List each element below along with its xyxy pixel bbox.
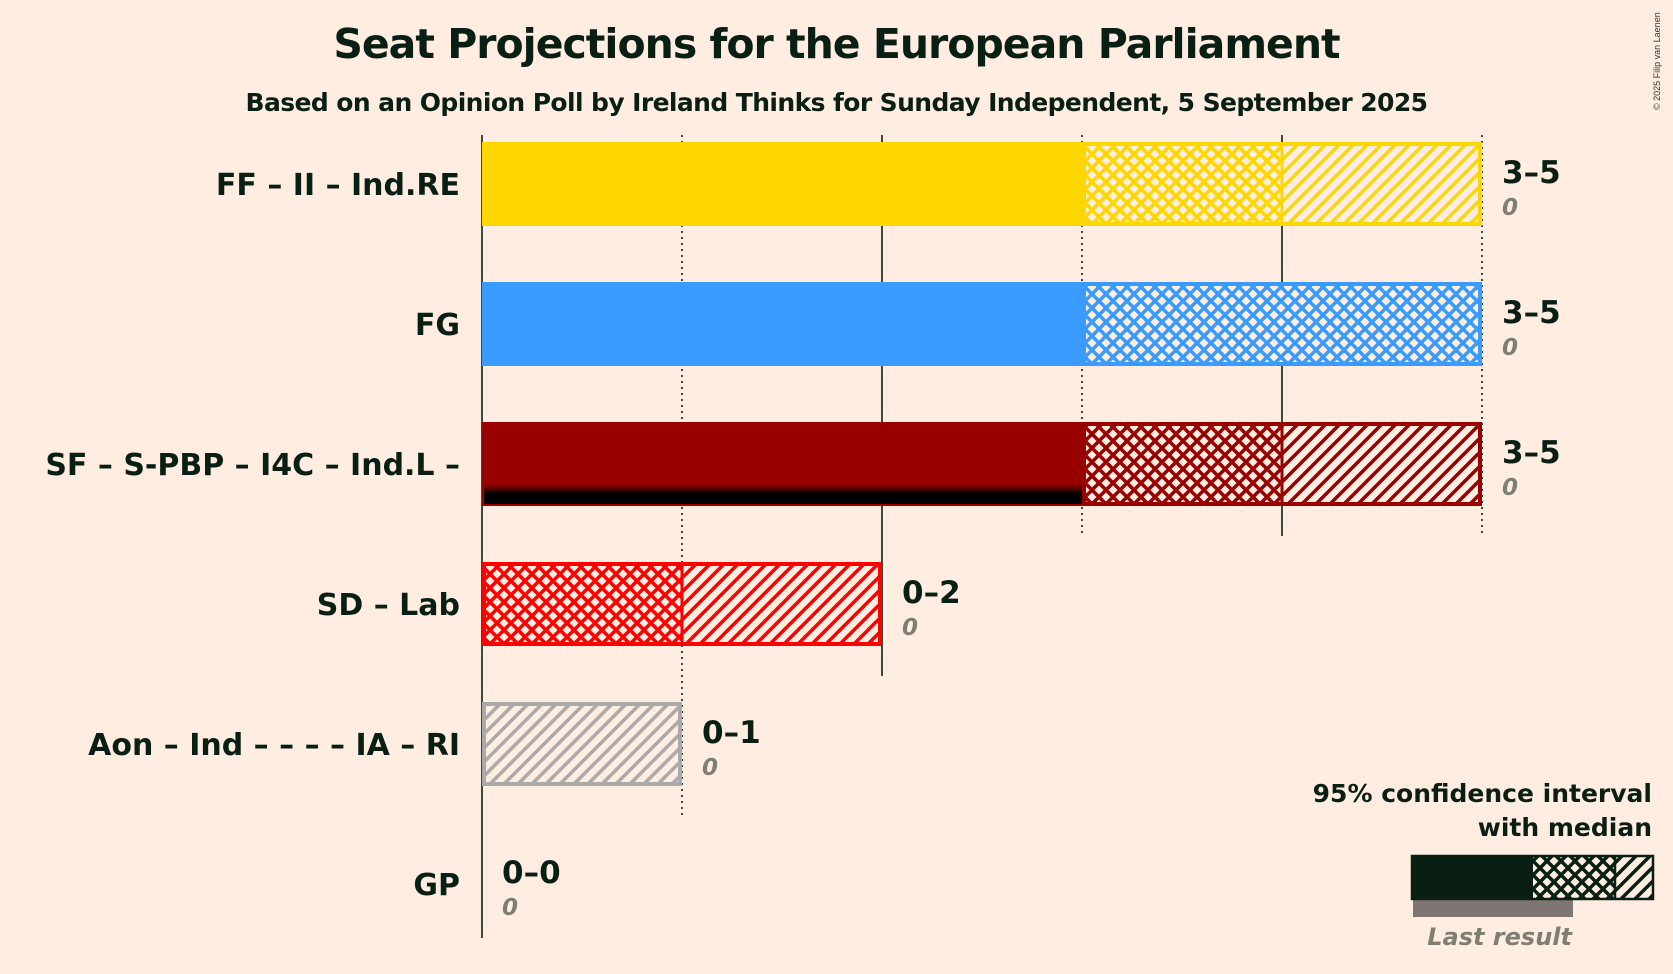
party-label-2: SF – S-PBP – I4C – Ind.L – — [45, 448, 460, 483]
bar-group-4 — [482, 702, 682, 786]
legend-title-line2: with median — [1478, 813, 1652, 842]
range-label-2: 3–5 — [1502, 435, 1561, 471]
chart-title: Seat Projections for the European Parlia… — [333, 20, 1340, 68]
bar-group-2 — [482, 422, 1482, 506]
legend-title-line1: 95% confidence interval — [1313, 779, 1652, 808]
last-result-bar — [484, 494, 1082, 504]
range-label-1: 3–5 — [1502, 295, 1561, 331]
range-label-3: 0–2 — [902, 575, 961, 611]
bar-ci-crosshatch — [482, 562, 682, 646]
bar-group-0 — [482, 142, 1482, 226]
bar-group-1 — [482, 282, 1482, 366]
bar-ci-crosshatch — [1082, 282, 1482, 366]
party-label-3: SD – Lab — [317, 588, 460, 623]
bars — [482, 142, 1482, 786]
labels: FF – II – Ind.RE 3–5 0 FG 3–5 0 SF – S-PBP – I… — [45, 155, 1560, 921]
last-result-label-3: 0 — [902, 615, 918, 641]
chart-subtitle: Based on an Opinion Poll by Ireland Thin… — [245, 88, 1429, 117]
legend: 95% confidence interval with median Last r… — [1313, 779, 1655, 951]
legend-last-result-bar — [1413, 899, 1573, 917]
bar-ci-outline — [482, 702, 682, 786]
last-result-shade — [484, 484, 1082, 494]
grid-lines — [481, 135, 1483, 938]
bar-ci-hatch — [682, 562, 882, 646]
last-result-label-2: 0 — [1502, 475, 1518, 501]
last-result-label-0: 0 — [1502, 195, 1518, 221]
bar-ci-solid — [482, 282, 1082, 366]
legend-outline — [1410, 854, 1655, 901]
last-result-label-5: 0 — [502, 895, 518, 921]
bar-ci-solid — [482, 142, 1082, 226]
party-label-4: Aon – Ind – – – – IA – RI — [88, 728, 460, 763]
bar-ci-hatch — [1282, 422, 1482, 506]
last-result-label-1: 0 — [1502, 335, 1518, 361]
range-label-5: 0–0 — [502, 855, 561, 891]
party-label-5: GP — [413, 868, 460, 903]
range-label-0: 3–5 — [1502, 155, 1561, 191]
bar-group-3 — [482, 562, 882, 646]
legend-last-result-label: Last result — [1427, 923, 1573, 951]
legend-crosshatch-swatch — [1533, 855, 1615, 900]
bar-ci-crosshatch — [1082, 422, 1282, 506]
bar-ci-crosshatch — [1082, 142, 1282, 226]
party-label-1: FG — [415, 308, 460, 343]
range-label-4: 0–1 — [702, 715, 761, 751]
legend-hatch-swatch — [1615, 855, 1654, 900]
bar-ci-outline — [1082, 282, 1482, 366]
last-result-label-4: 0 — [702, 755, 718, 781]
legend-solid-swatch — [1411, 855, 1533, 900]
party-label-0: FF – II – Ind.RE — [216, 168, 460, 203]
bar-ci-hatch — [1282, 142, 1482, 226]
bar-ci-hatch — [482, 702, 682, 786]
